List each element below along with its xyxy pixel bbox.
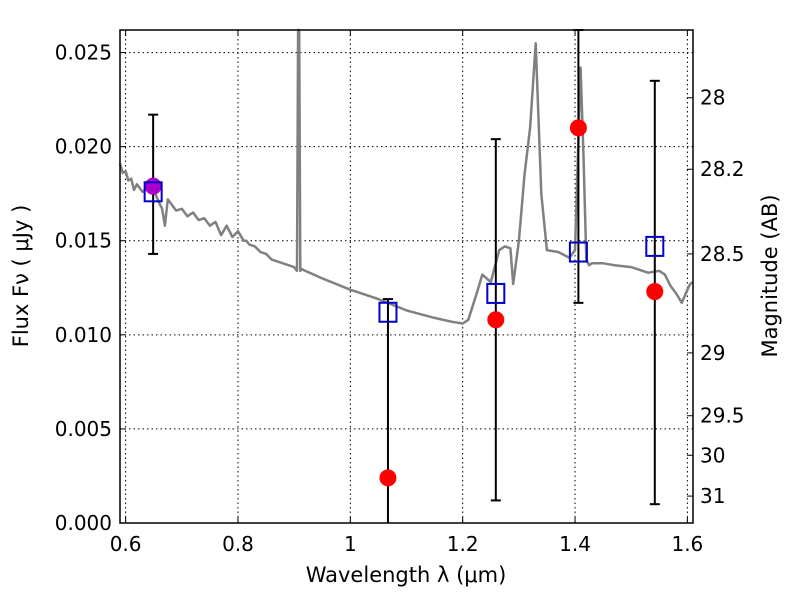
right-tick-label: 28	[700, 86, 725, 110]
observed-point	[379, 469, 397, 487]
y-axis-label: Flux Fν ( μJy )	[9, 205, 33, 348]
spectrum-line	[118, 28, 694, 325]
y-tick-label: 0.025	[55, 41, 112, 65]
right-tick-label: 31	[700, 484, 725, 508]
model-point	[143, 181, 163, 203]
x-tick-label: 1.2	[447, 532, 479, 556]
y-axis-ticks: 0.000 0.005 0.010 0.015 0.020 0.025	[55, 41, 126, 535]
model-point	[568, 241, 588, 263]
x-tick-label: 0.8	[222, 532, 254, 556]
right-tick-label: 28.5	[700, 242, 745, 266]
y-tick-label: 0.000	[55, 511, 112, 535]
x-tick-label: 0.6	[110, 532, 142, 556]
x-tick-label: 1.6	[671, 532, 703, 556]
spectrum-layer	[118, 28, 694, 325]
model-point	[645, 235, 665, 257]
y-tick-label: 0.005	[55, 417, 112, 441]
model-point	[378, 301, 398, 323]
right-tick-label: 30	[700, 443, 725, 467]
observed-point	[144, 177, 162, 195]
y-tick-label: 0.020	[55, 135, 112, 159]
grid-lines	[120, 30, 693, 524]
x-axis-label: Wavelength λ (μm)	[306, 563, 507, 587]
observed-point	[646, 283, 664, 301]
plot-frame	[119, 29, 694, 524]
observed-point	[487, 311, 505, 329]
right-tick-label: 29.5	[700, 404, 745, 428]
right-tick-label: 29	[700, 341, 725, 365]
x-tick-label: 1	[344, 532, 357, 556]
observed-point	[569, 119, 587, 137]
right-tick-label: 28.2	[700, 157, 745, 181]
x-axis-ticks: 0.6 0.8 1 1.2 1.4 1.6	[110, 30, 703, 556]
y-tick-label: 0.015	[55, 229, 112, 253]
right-axis-ticks: 28 28.2 28.5 29 29.5 30 31	[687, 86, 745, 508]
errorbar-layer	[148, 29, 660, 523]
model-points	[143, 181, 665, 323]
x-tick-label: 1.4	[559, 532, 591, 556]
y-tick-label: 0.010	[55, 323, 112, 347]
model-point	[486, 282, 506, 304]
right-axis-label: Magnitude (AB)	[758, 194, 782, 357]
